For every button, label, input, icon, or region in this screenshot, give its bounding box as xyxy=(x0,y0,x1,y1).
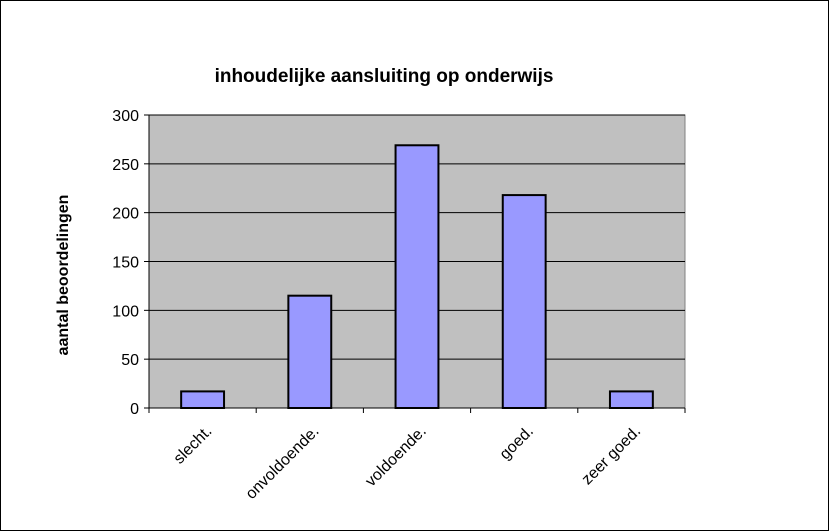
bar xyxy=(287,294,333,409)
y-tick-label: 150 xyxy=(112,255,139,272)
y-tick-label: 50 xyxy=(121,352,139,369)
bar xyxy=(180,390,226,409)
y-tick-label: 200 xyxy=(112,206,139,223)
x-tick-label: zeer goed. xyxy=(579,423,644,488)
bar xyxy=(394,144,440,409)
y-tick-labels: 0 50 100 150 200 250 300 xyxy=(112,108,139,418)
x-tick-labels: slecht. onvoldoende. voldoende. goed. zeer g… xyxy=(171,423,645,503)
chart-title: inhoudelijke aansluiting op onderwijs xyxy=(215,66,554,87)
y-tick-label: 0 xyxy=(130,401,139,418)
y-axis-label: aantal beoordelingen xyxy=(55,195,72,356)
x-tick-label: onvoldoende. xyxy=(243,423,323,503)
x-tick-label: voldoende. xyxy=(362,423,429,490)
y-tick-label: 250 xyxy=(112,157,139,174)
axes xyxy=(144,114,686,413)
x-tick-label: goed. xyxy=(497,423,537,463)
bar xyxy=(501,194,547,409)
y-tick-label: 300 xyxy=(112,108,139,125)
y-tick-label: 100 xyxy=(112,303,139,320)
x-tick-label: slecht. xyxy=(171,423,216,468)
bars xyxy=(180,144,654,409)
bar xyxy=(608,390,654,409)
